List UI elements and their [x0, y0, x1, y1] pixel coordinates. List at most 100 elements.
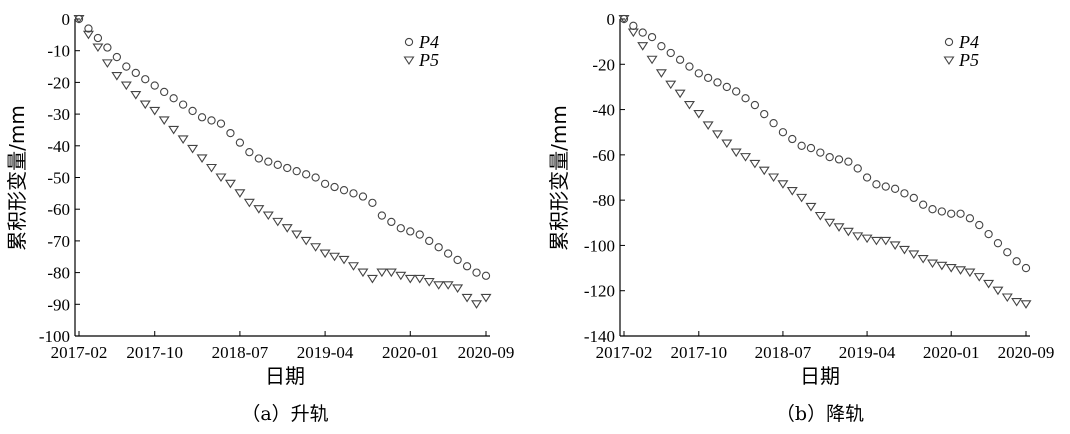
- chart-a-point-p5: [281, 224, 293, 233]
- chart-a-y-tick-label: -50: [47, 169, 70, 188]
- chart-b-point-p5: [665, 80, 677, 90]
- chart-b-point-p5: [786, 187, 798, 196]
- chart-a-y-tick-label: -70: [47, 232, 70, 251]
- chart-b-point-p4: [732, 87, 741, 96]
- chart-b-x-tick-label: 2020-09: [998, 343, 1055, 362]
- chart-a-point-p4: [226, 128, 235, 138]
- chart-b-point-p5: [768, 173, 780, 183]
- chart-b-y-tick-label: -120: [584, 282, 615, 301]
- chart-a-y-tick-label: -90: [47, 295, 70, 314]
- chart-a-point-p4: [216, 119, 226, 128]
- chart-a-point-p5: [461, 293, 473, 303]
- chart-b-point-p4: [872, 180, 881, 189]
- chart-b-x-ticks: 2017-02 2017-10 2018-07 2019-04 2020-01 2020-…: [596, 331, 1055, 362]
- chart-b-point-p4: [797, 141, 806, 150]
- chart-b-points: [618, 14, 1032, 309]
- chart-b-point-p5: [1020, 300, 1032, 309]
- chart-b-point-p4: [937, 207, 947, 216]
- chart-b-point-p4: [685, 62, 694, 71]
- chart-a-point-p5: [395, 271, 407, 281]
- chart-b-point-p4: [647, 32, 657, 42]
- chart-a-legend-p4-marker: [404, 37, 414, 47]
- chart-b-point-p4: [722, 82, 731, 92]
- chart-b-x-tick-label: 2017-02: [596, 343, 653, 362]
- chart-b-point-p4: [675, 55, 685, 64]
- chart-a-x-tick-label: 2020-09: [458, 343, 515, 362]
- chart-b-point-p4: [657, 42, 666, 51]
- chart-a-point-p5: [300, 236, 312, 246]
- chart-b-point-p5: [1001, 293, 1013, 303]
- chart-a-x-tick-label: 2018-07: [212, 343, 269, 362]
- chart-b-axes: [619, 19, 1030, 337]
- chart-a-legend-p5-marker: [403, 56, 415, 66]
- chart-b-y-axis-label: 累积形变量/mm: [547, 105, 571, 251]
- chart-a-point-p5: [149, 106, 161, 116]
- chart-a-legend: P4 P5: [403, 32, 439, 70]
- chart-b-point-p4: [769, 119, 778, 128]
- chart-b-point-p4: [900, 189, 909, 198]
- chart-a-point-p5: [414, 274, 426, 284]
- chart-a-point-p5: [262, 211, 274, 221]
- chart-b-point-p5: [889, 241, 901, 250]
- chart-a-point-p4: [434, 243, 443, 252]
- chart-b-point-p5: [964, 268, 976, 278]
- chart-b-point-p5: [955, 266, 967, 275]
- chart-b-point-p5: [852, 232, 864, 241]
- chart-b-point-p5: [983, 279, 995, 289]
- chart-b-point-p4: [629, 21, 638, 30]
- chart-a-caption: （a）升轨: [241, 403, 328, 425]
- chart-b-point-p5: [927, 259, 939, 269]
- chart-a-point-p5: [187, 144, 199, 154]
- chart-b-y-tick-label: -20: [592, 55, 615, 74]
- chart-b-point-p5: [702, 121, 714, 130]
- chart-a-point-p5: [139, 100, 151, 110]
- chart-a-point-p5: [433, 281, 445, 290]
- chart-a-point-p4: [112, 52, 122, 62]
- chart-a-point-p5: [224, 179, 236, 189]
- chart-a-y-tick-label: -10: [47, 42, 70, 61]
- chart-a-point-p5: [338, 255, 350, 265]
- chart-a-y-tick-label: -80: [47, 264, 70, 283]
- chart-a-y-tick-label: -30: [47, 105, 70, 124]
- chart-b-point-p4: [881, 182, 890, 191]
- chart-b-y-tick-label: -60: [592, 146, 615, 165]
- chart-b-point-p4: [703, 73, 713, 83]
- chart-ascending: 0 -10 -20 -30 -40 -50 -60 -70 -80 -90 -100 2017-02…: [5, 10, 514, 425]
- chart-a-point-p4: [264, 157, 273, 166]
- chart-b-point-p5: [861, 234, 873, 244]
- chart-a-y-axis-label: 累积形变量/mm: [5, 105, 29, 251]
- chart-b-point-p4: [890, 184, 900, 193]
- chart-b-point-p4: [919, 200, 928, 209]
- chart-a-point-p4: [415, 230, 424, 239]
- chart-b-point-p4: [816, 148, 825, 157]
- chart-b-x-tick-label: 2019-04: [839, 343, 896, 362]
- chart-b-point-p5: [683, 100, 695, 110]
- chart-a-point-p5: [177, 135, 189, 144]
- chart-a-point-p5: [196, 154, 208, 163]
- chart-b-y-tick-label: 0: [607, 10, 616, 29]
- chart-a-point-p4: [472, 268, 481, 277]
- chart-b-point-p4: [760, 109, 769, 119]
- chart-a-point-p5: [310, 243, 322, 252]
- chart-a-point-p4: [235, 138, 245, 147]
- chart-a-point-p4: [425, 236, 434, 246]
- chart-b-point-p4: [984, 229, 993, 239]
- chart-a-x-tick-label: 2020-01: [382, 343, 439, 362]
- chart-a-point-p4: [93, 33, 103, 43]
- chart-b-point-p5: [721, 139, 733, 149]
- chart-a-point-p4: [453, 255, 462, 265]
- chart-a-point-p5: [92, 43, 104, 53]
- chart-a-point-p4: [396, 224, 405, 233]
- chart-b-point-p5: [618, 14, 630, 24]
- chart-a-point-p4: [377, 211, 387, 220]
- chart-a-point-p4: [462, 262, 472, 271]
- chart-b-point-p5: [842, 227, 854, 237]
- chart-b-point-p4: [993, 239, 1003, 248]
- chart-a-point-p5: [376, 268, 388, 278]
- chart-a-point-p4: [160, 87, 169, 97]
- chart-a-point-p4: [207, 116, 216, 125]
- chart-a-point-p4: [368, 198, 377, 208]
- chart-a-point-p4: [349, 189, 358, 198]
- chart-b-point-p4: [806, 143, 816, 153]
- chart-b-point-p4: [750, 100, 760, 110]
